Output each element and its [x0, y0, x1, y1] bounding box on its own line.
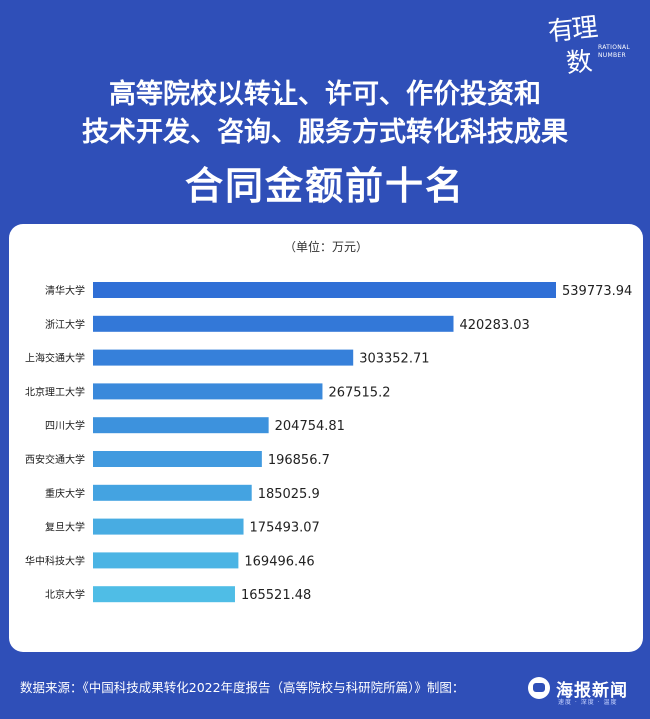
data-source: 数据来源：《中国科技成果转化2022年度报告（高等院校与科研院所篇）》制图： — [20, 680, 465, 695]
value-label: 165521.48 — [241, 588, 311, 603]
brand-name: 海报新闻 — [556, 681, 628, 701]
category-label: 北京大学 — [45, 588, 85, 601]
bar — [93, 518, 244, 535]
category-label: 上海交通大学 — [25, 352, 85, 365]
category-label: 华中科技大学 — [25, 554, 85, 567]
logo-english-line1: RATIONAL — [598, 44, 631, 51]
bar — [93, 282, 556, 298]
bar — [93, 417, 269, 434]
bar — [93, 484, 252, 501]
logo-text-bottom: 数 — [564, 46, 594, 80]
category-label: 浙江大学 — [45, 318, 85, 331]
logo: 有理 数 RATIONAL NUMBER — [547, 13, 638, 80]
unit-label: （单位：万元） — [283, 240, 368, 254]
category-label: 重庆大学 — [45, 487, 85, 500]
brand-logo-icon — [528, 677, 550, 699]
chart-card: （单位：万元） 清华大学 539773.94 浙江大学 420283.03 上海交通大学… — [9, 224, 643, 652]
value-label: 303352.71 — [359, 352, 429, 367]
bar — [93, 315, 454, 332]
bar — [93, 383, 323, 400]
value-label: 169496.46 — [244, 554, 314, 569]
value-label: 185025.9 — [258, 487, 320, 502]
logo-english-line2: NUMBER — [598, 52, 626, 59]
bar — [93, 586, 235, 603]
bar — [93, 552, 239, 569]
category-label: 西安交通大学 — [25, 453, 85, 466]
category-label: 清华大学 — [45, 284, 85, 297]
bar — [93, 451, 262, 467]
category-label: 四川大学 — [45, 419, 85, 432]
brand-tagline: 速度 · 深度 · 温度 — [558, 699, 618, 706]
title-line-1: 高等院校以转让、许可、作价投资和 — [109, 79, 541, 110]
bar-chart: 清华大学 539773.94 浙江大学 420283.03 上海交通大学 303352.7… — [25, 282, 632, 603]
title-line-3: 合同金额前十名 — [184, 164, 465, 208]
logo-english: RATIONAL NUMBER — [598, 44, 630, 60]
category-label: 复旦大学 — [45, 521, 85, 534]
value-label: 196856.7 — [268, 453, 330, 468]
value-label: 204754.81 — [275, 419, 345, 434]
bar — [93, 349, 354, 366]
title-line-2: 技术开发、咨询、服务方式转化科技成果 — [82, 117, 568, 148]
category-label: 北京理工大学 — [25, 385, 85, 398]
value-label: 175493.07 — [250, 521, 320, 536]
value-label: 420283.03 — [460, 318, 530, 333]
value-label: 539773.94 — [562, 284, 632, 299]
value-label: 267515.2 — [328, 385, 390, 400]
